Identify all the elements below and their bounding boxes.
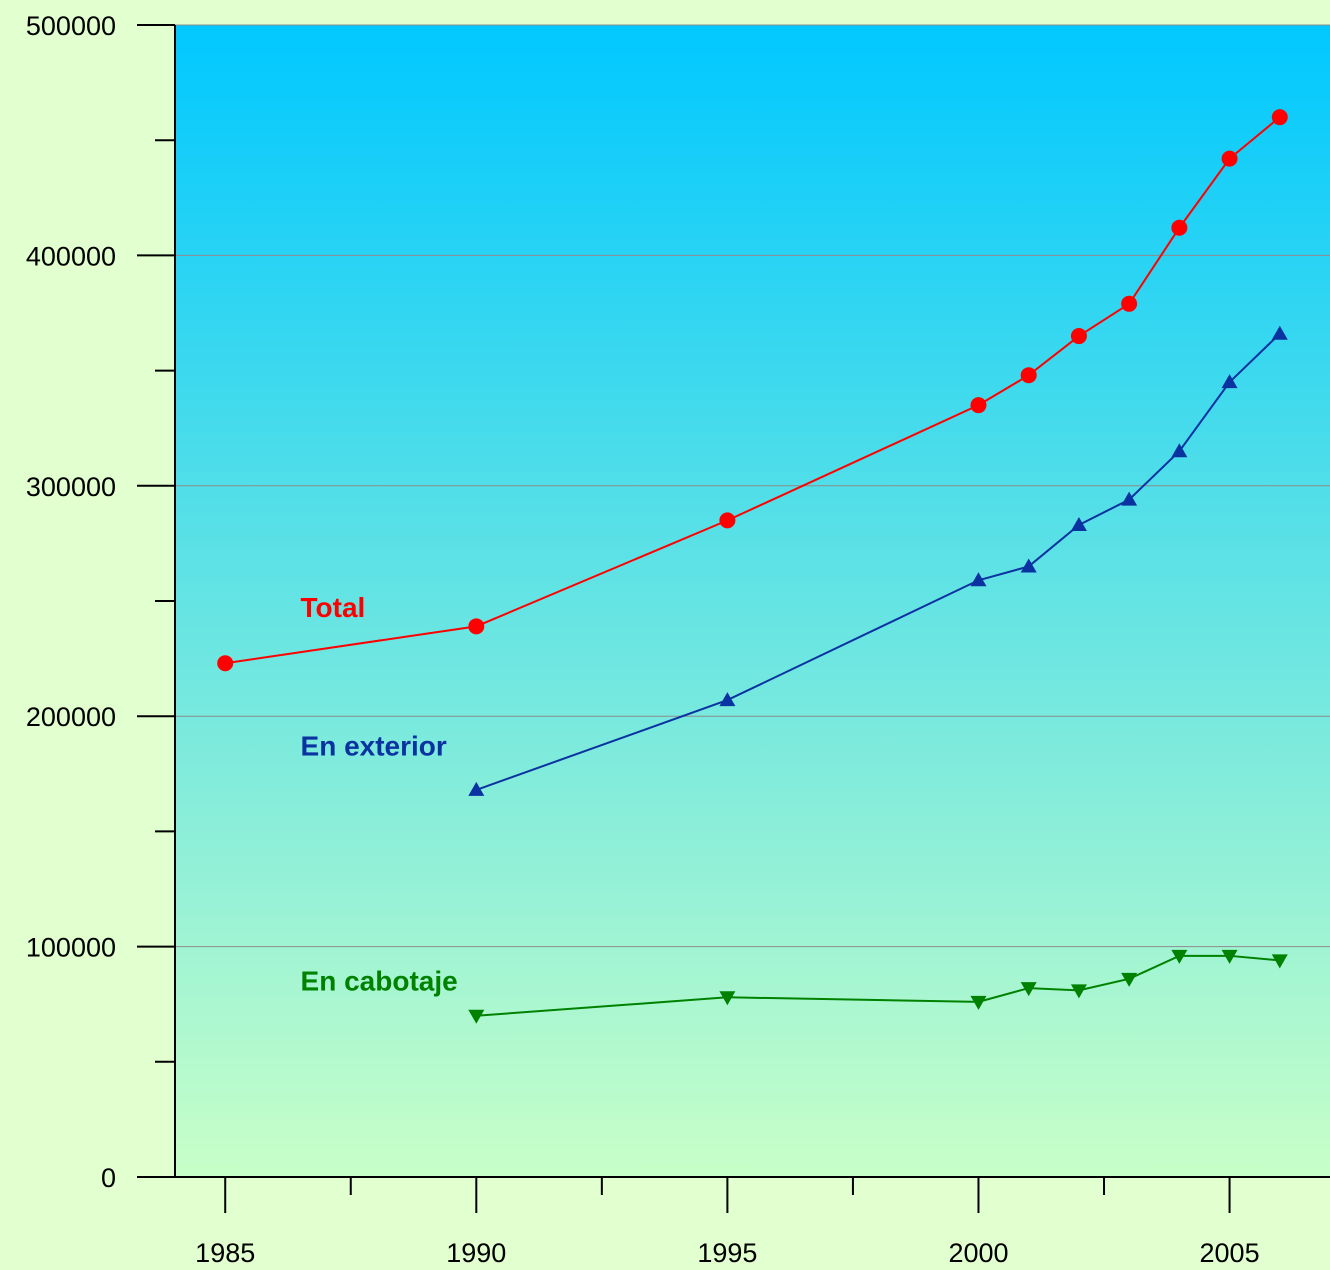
series-layer	[217, 109, 1288, 1024]
series-label-total: Total	[301, 592, 366, 623]
data-point	[1020, 982, 1037, 997]
data-point	[719, 991, 736, 1006]
data-point	[1121, 295, 1138, 312]
data-point	[468, 1009, 485, 1024]
data-point	[1121, 491, 1138, 506]
data-point	[468, 618, 485, 635]
data-point	[1070, 516, 1087, 531]
data-point	[1070, 984, 1087, 999]
data-point	[1221, 949, 1238, 964]
data-point	[1070, 328, 1087, 345]
data-point	[1020, 558, 1037, 573]
data-point	[719, 512, 736, 529]
tick-labels: 0 100000 200000 300000 400000 500000 1985 1990 1…	[26, 11, 1260, 1268]
axes	[137, 24, 1330, 1213]
data-point	[217, 655, 234, 672]
data-point	[1221, 374, 1238, 389]
data-point	[970, 572, 987, 587]
x-tick-label: 1995	[697, 1238, 757, 1268]
data-point	[970, 397, 987, 414]
x-tick-label: 2000	[948, 1238, 1008, 1268]
grid-lines	[175, 24, 1330, 948]
x-tick-label: 2005	[1200, 1238, 1260, 1268]
data-point	[468, 781, 485, 796]
data-point	[970, 995, 987, 1010]
plot-area-background	[175, 25, 1330, 1177]
y-tick-label: 400000	[26, 241, 116, 271]
data-point	[1221, 150, 1238, 167]
series-label-en-cabotaje: En cabotaje	[301, 965, 458, 996]
series-en-cabotaje	[468, 949, 1288, 1024]
series-labels: Total En exterior En cabotaje	[301, 592, 458, 996]
series-line-total	[225, 116, 1281, 665]
x-tick-label: 1985	[195, 1238, 255, 1268]
data-point	[1271, 325, 1288, 340]
series-label-en-exterior: En exterior	[301, 730, 447, 761]
x-tick-label: 1990	[446, 1238, 506, 1268]
data-point	[1271, 109, 1288, 126]
data-point	[1020, 367, 1037, 384]
data-point	[1121, 972, 1138, 987]
y-tick-label: 500000	[26, 11, 116, 41]
series-total	[217, 109, 1288, 672]
y-tick-label: 200000	[26, 702, 116, 732]
y-tick-label: 100000	[26, 933, 116, 963]
data-point	[1171, 443, 1188, 458]
y-tick-label: 0	[101, 1163, 116, 1193]
series-en-exterior	[468, 325, 1288, 796]
data-point	[1171, 949, 1188, 964]
data-point	[1271, 954, 1288, 969]
data-point	[719, 692, 736, 707]
data-point	[1171, 219, 1188, 236]
y-tick-label: 300000	[26, 472, 116, 502]
